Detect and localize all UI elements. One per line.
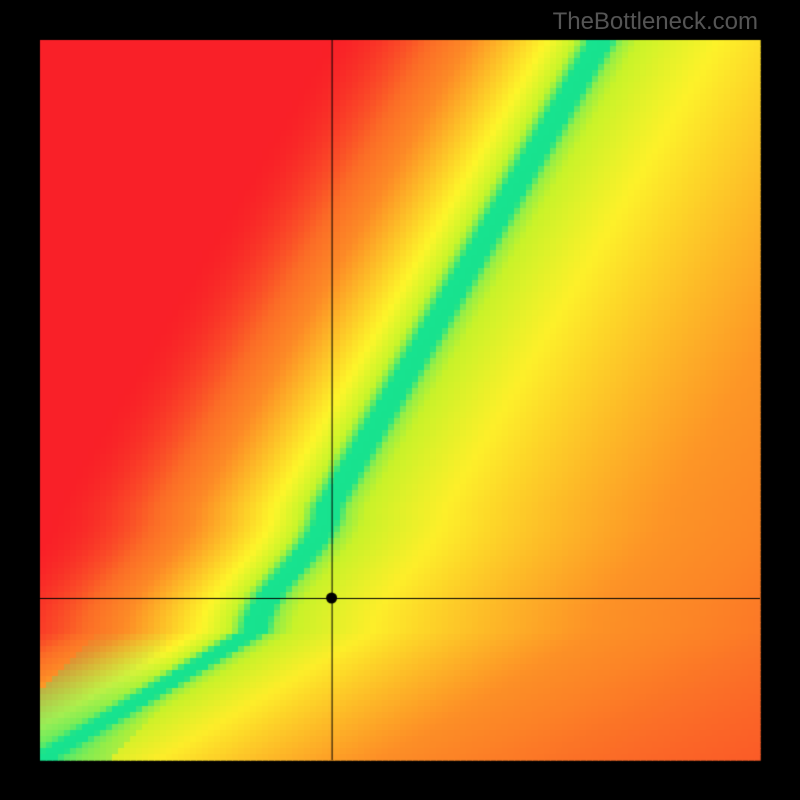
watermark-text: TheBottleneck.com xyxy=(553,8,758,36)
heatmap-canvas xyxy=(0,0,800,800)
chart-container: TheBottleneck.com xyxy=(0,0,800,800)
